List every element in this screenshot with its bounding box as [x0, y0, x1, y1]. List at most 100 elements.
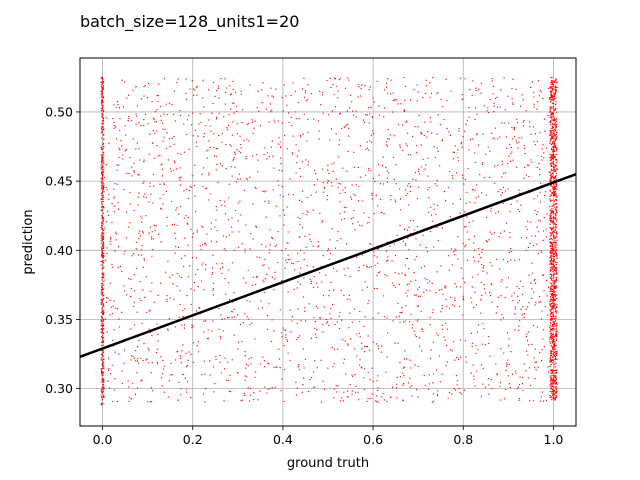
scatter-point	[550, 255, 553, 257]
scatter-point	[234, 166, 236, 168]
scatter-point	[287, 193, 290, 196]
scatter-point	[550, 279, 553, 281]
scatter-point	[440, 98, 442, 101]
scatter-point	[554, 397, 556, 399]
scatter-point	[481, 343, 483, 345]
scatter-point	[374, 264, 376, 267]
scatter-point	[543, 157, 545, 159]
scatter-point	[368, 217, 370, 219]
scatter-point	[399, 146, 401, 148]
scatter-point	[517, 122, 519, 124]
scatter-point	[490, 378, 492, 381]
scatter-point	[552, 163, 554, 165]
scatter-point	[143, 259, 145, 261]
scatter-point	[555, 254, 558, 256]
scatter-point	[550, 358, 552, 361]
scatter-point	[539, 131, 541, 134]
scatter-point	[487, 378, 490, 380]
scatter-point	[102, 302, 104, 305]
scatter-point	[233, 112, 235, 114]
scatter-point	[555, 126, 557, 129]
scatter-point	[147, 82, 150, 85]
scatter-point	[402, 372, 404, 374]
scatter-point	[555, 389, 558, 391]
scatter-point	[302, 377, 305, 379]
scatter-point	[462, 295, 464, 297]
scatter-point	[218, 308, 220, 310]
scatter-point	[109, 299, 111, 302]
scatter-point	[192, 361, 195, 364]
scatter-point	[547, 366, 549, 368]
scatter-point	[128, 117, 130, 120]
scatter-point	[502, 186, 504, 189]
scatter-point	[529, 126, 531, 128]
scatter-point	[553, 117, 555, 119]
scatter-point	[178, 316, 180, 318]
scatter-point	[329, 239, 331, 241]
scatter-point	[180, 387, 182, 390]
scatter-point	[325, 274, 327, 276]
scatter-point	[364, 316, 366, 318]
scatter-point	[433, 246, 435, 248]
scatter-point	[307, 118, 309, 121]
scatter-point	[545, 236, 548, 238]
scatter-point	[411, 324, 414, 326]
scatter-point	[331, 347, 333, 349]
scatter-point	[100, 182, 103, 184]
scatter-point	[477, 261, 480, 263]
scatter-point	[344, 126, 346, 128]
scatter-point	[541, 155, 543, 158]
scatter-point	[102, 81, 105, 84]
scatter-point	[245, 224, 247, 226]
scatter-point	[554, 245, 556, 248]
scatter-point	[555, 242, 557, 245]
scatter-point	[550, 369, 553, 372]
scatter-point	[518, 192, 521, 194]
scatter-point	[348, 127, 350, 130]
scatter-point	[179, 290, 181, 292]
scatter-point	[438, 289, 441, 291]
scatter-point	[102, 288, 104, 291]
scatter-point	[188, 114, 190, 117]
scatter-point	[462, 297, 464, 300]
scatter-point	[433, 145, 435, 148]
scatter-point	[385, 166, 387, 169]
scatter-point	[103, 128, 105, 130]
scatter-point	[410, 367, 412, 369]
scatter-point	[553, 156, 556, 158]
scatter-point	[449, 134, 452, 136]
scatter-point	[453, 151, 456, 154]
scatter-point	[183, 217, 185, 219]
scatter-point	[100, 77, 102, 79]
scatter-point	[137, 254, 140, 256]
scatter-point	[549, 251, 551, 254]
scatter-point	[399, 209, 402, 211]
scatter-point	[316, 328, 318, 331]
scatter-point	[270, 340, 273, 343]
scatter-point	[261, 307, 264, 309]
scatter-point	[418, 173, 421, 175]
scatter-point	[553, 109, 556, 111]
scatter-point	[429, 81, 431, 84]
scatter-point	[550, 164, 552, 166]
scatter-point	[332, 83, 334, 86]
scatter-point	[168, 137, 171, 140]
scatter-point	[101, 168, 104, 171]
scatter-point	[217, 85, 220, 87]
scatter-point	[401, 149, 403, 152]
scatter-point	[143, 159, 145, 161]
scatter-point	[231, 231, 233, 233]
scatter-point	[483, 328, 485, 330]
scatter-point	[156, 144, 158, 147]
scatter-point	[552, 313, 554, 315]
scatter-point	[389, 396, 392, 398]
scatter-point	[522, 121, 524, 123]
scatter-point	[518, 189, 520, 191]
scatter-point	[365, 265, 368, 267]
scatter-point	[180, 257, 183, 260]
scatter-point	[101, 238, 104, 240]
scatter-point	[101, 378, 103, 380]
scatter-point	[550, 83, 552, 86]
scatter-point	[100, 101, 103, 103]
scatter-point	[431, 132, 433, 134]
